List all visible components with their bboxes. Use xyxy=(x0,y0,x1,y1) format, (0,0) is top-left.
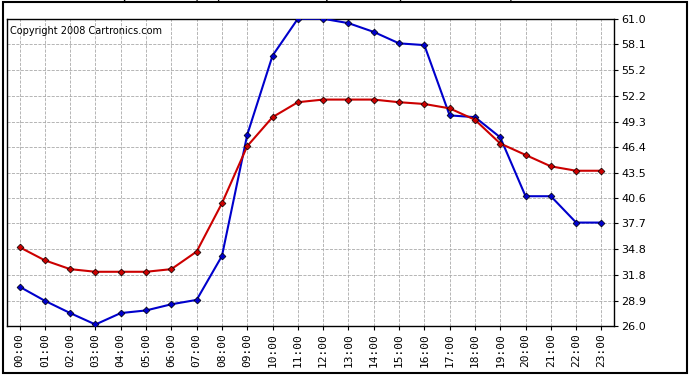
Text: Outdoor Temperature (vs) THSW Index per Hour (Last 24 Hours) 20080430: Outdoor Temperature (vs) THSW Index per … xyxy=(24,0,597,2)
Text: Copyright 2008 Cartronics.com: Copyright 2008 Cartronics.com xyxy=(10,26,162,36)
